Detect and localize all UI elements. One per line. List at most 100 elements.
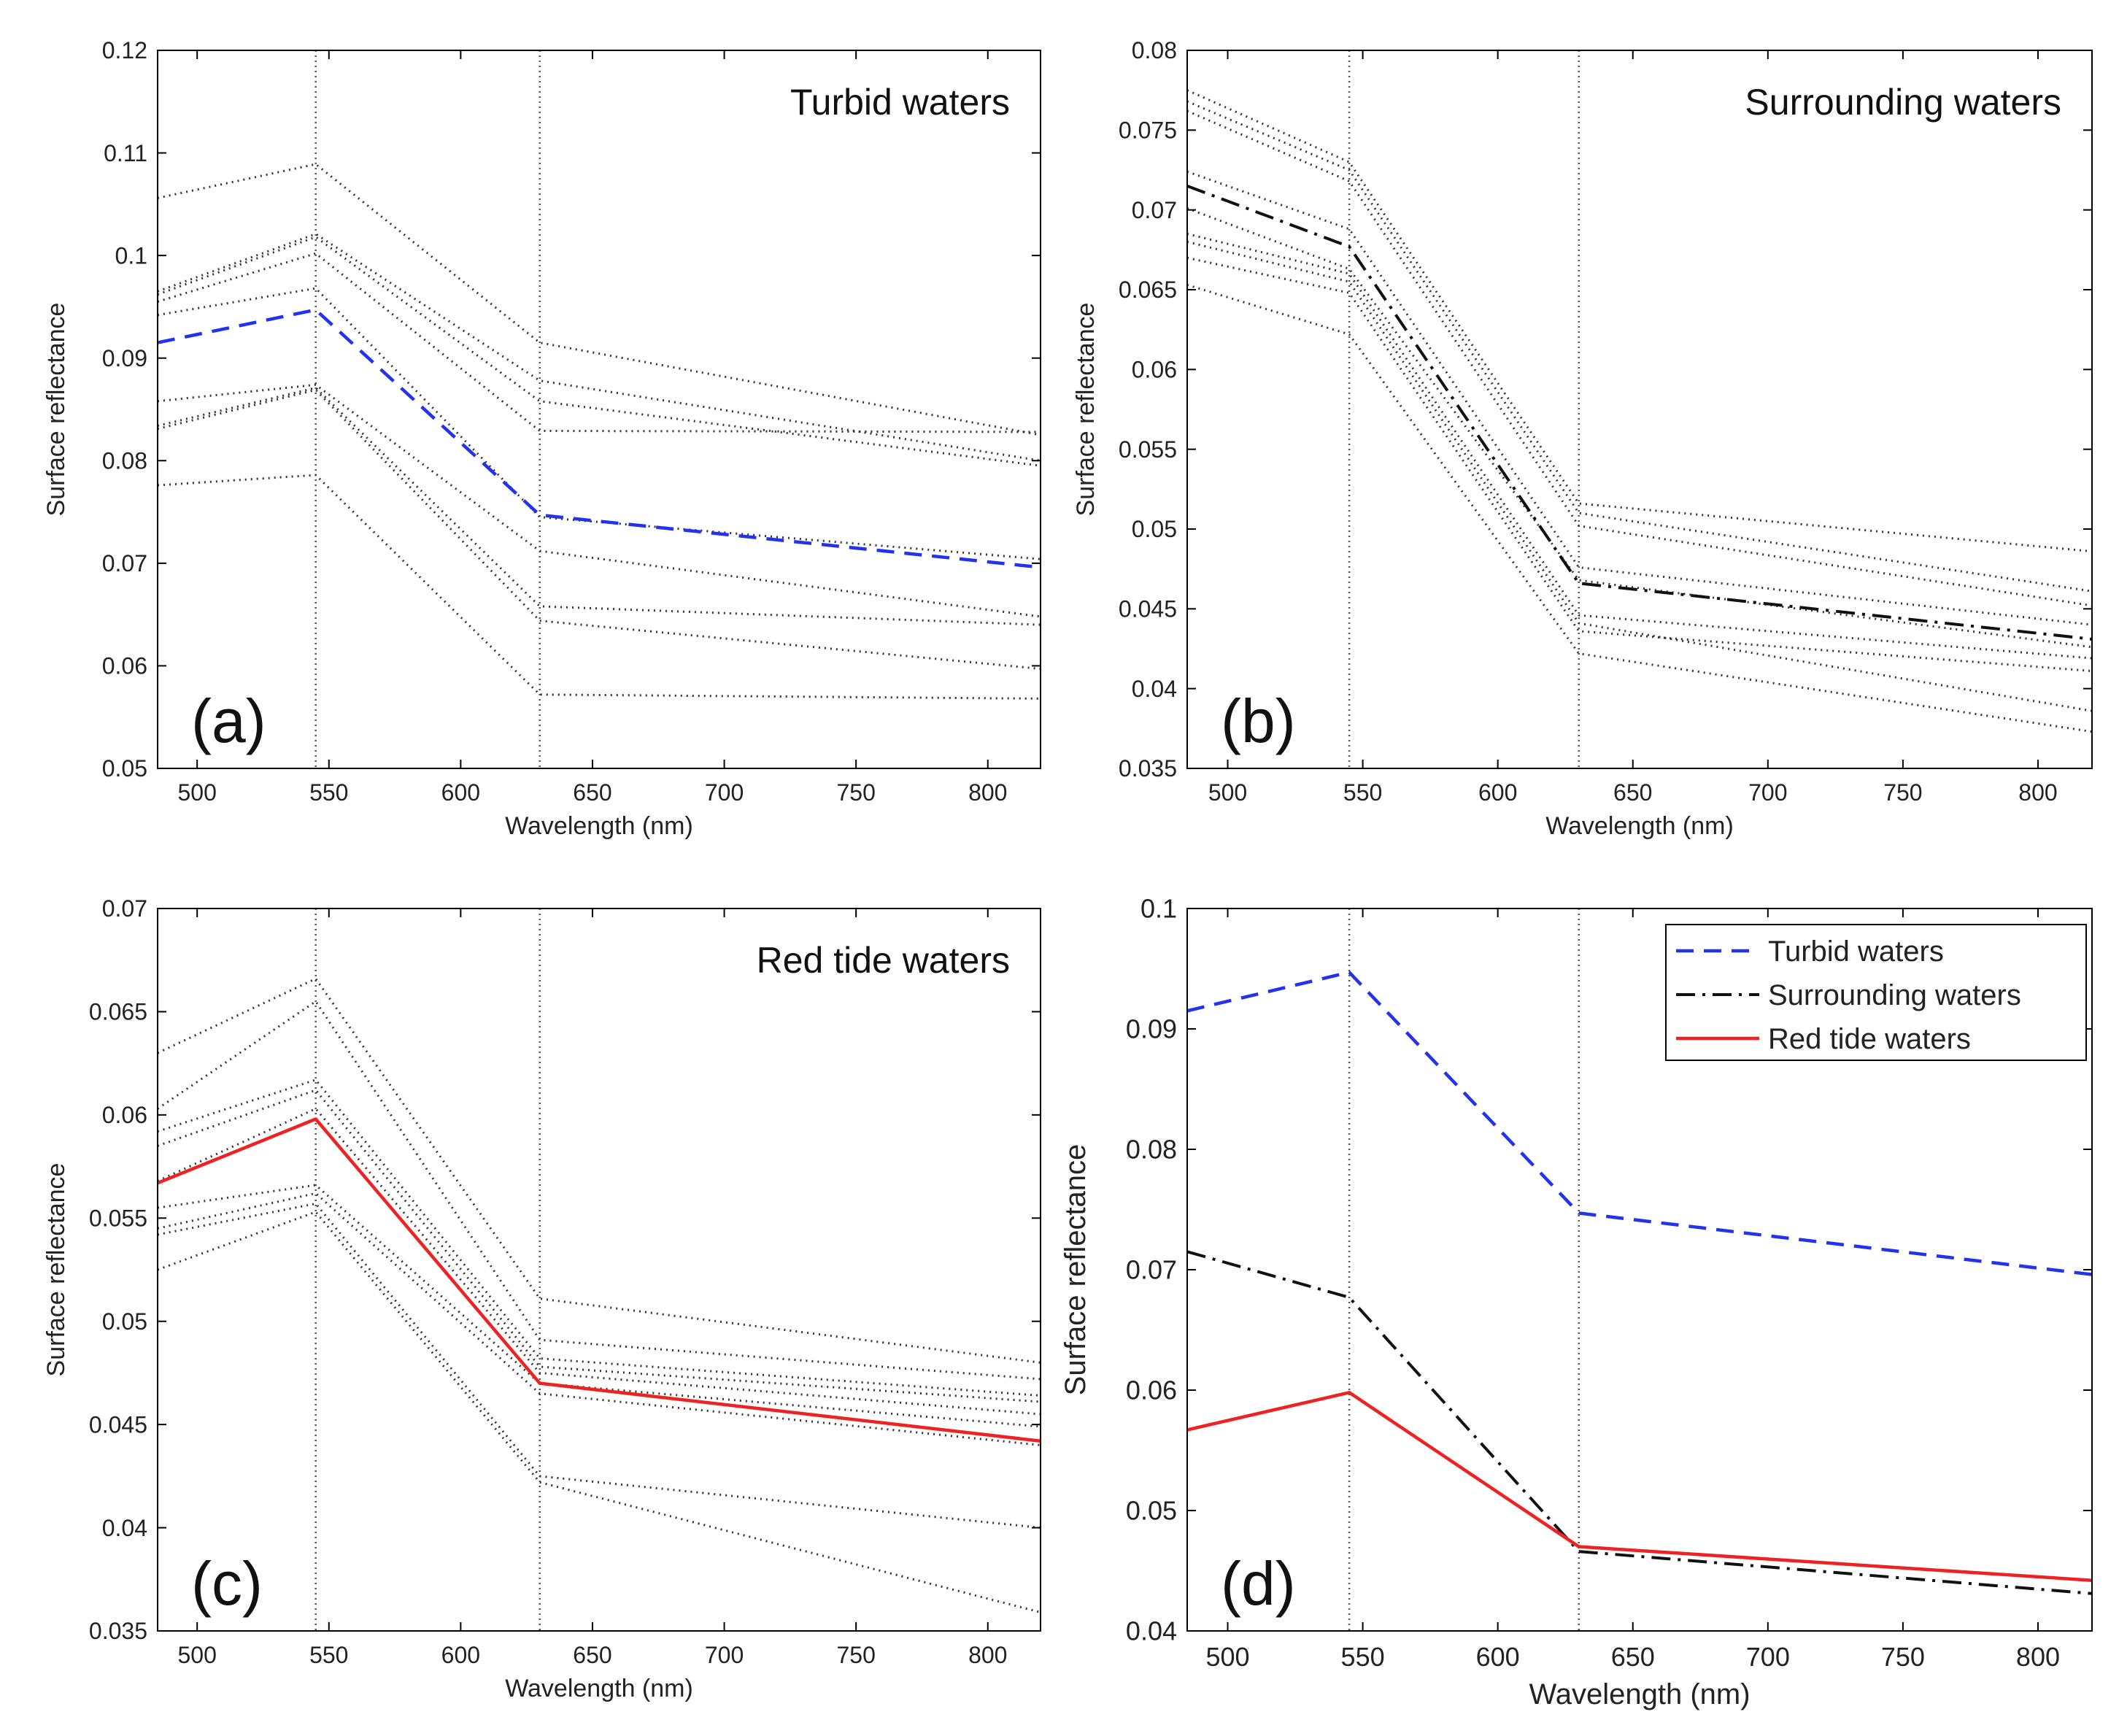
sample-line-8 [158,1203,1041,1529]
y-tick-label: 0.08 [1132,37,1177,63]
x-tick-label: 550 [1341,1642,1385,1672]
sample-line-7 [1187,240,2092,712]
x-axis-label: Wavelength (nm) [1545,812,1734,840]
sample-line-5 [1187,207,2092,649]
x-axis-label: Wavelength (nm) [505,1675,693,1702]
y-tick-label: 0.08 [1126,1135,1177,1165]
series-line-surrounding [1187,185,2092,641]
x-tick-label: 650 [573,1642,611,1668]
x-tick-label: 500 [1208,779,1247,806]
x-tick-label: 800 [2018,779,2057,806]
x-tick-label: 550 [1343,779,1382,806]
sample-line-9 [1187,283,2092,733]
sample-line-3 [158,1079,1041,1397]
x-tick-label: 500 [177,1642,216,1668]
y-tick-label: 0.07 [1126,1255,1177,1285]
panel-d: 500 550 600 650 700 750 800 0.04 0.05 0.06 0.07 0.0… [1060,894,2093,1710]
y-tick-label: 0.07 [102,550,147,576]
y-tick-label: 0.09 [1126,1014,1177,1044]
sample-line-4 [158,252,1041,433]
x-tick-label: 550 [309,1642,348,1668]
y-tick-label: 0.05 [102,755,147,782]
legend-label-turbid: Turbid waters [1768,935,1944,968]
sample-line-6 [1187,233,2092,660]
sample-line-6 [158,383,1041,618]
y-tick-label: 0.065 [1119,277,1177,303]
sample-line-2 [158,1000,1041,1381]
y-tick-label: 0.12 [102,37,147,63]
panel-a: 500 550 600 650 700 750 800 0.05 0.06 0.07 0.08 0.0… [42,37,1041,840]
y-tick-label: 0.07 [102,895,147,922]
series-line-turbid [1187,971,2092,1276]
y-tick-label: 0.08 [102,447,147,474]
series-line-surrounding [1187,1250,2092,1595]
sample-line-9 [158,474,1041,700]
x-tick-label: 650 [1613,779,1652,806]
sample-line-8 [158,388,1041,671]
y-tick-label: 0.04 [1132,676,1177,702]
x-tick-label: 500 [177,779,216,806]
sample-line-7 [158,1192,1041,1446]
series-line-redtide [1187,1391,2092,1582]
y-axis-label: Surface reflectance [42,1163,70,1377]
sample-line-9 [158,1211,1041,1613]
y-tick-label: 0.09 [102,345,147,371]
panel-tag: (a) [191,687,266,755]
x-tick-label: 750 [836,779,875,806]
sample-line-1 [158,977,1041,1364]
x-axis-label: Wavelength (nm) [1529,1678,1750,1710]
sample-line-8 [1187,256,2092,673]
y-tick-label: 0.1 [1140,894,1177,924]
plot-area-c [158,977,1041,1613]
x-tick-label: 700 [1746,1642,1790,1672]
x-tick-label: 650 [1611,1642,1655,1672]
panel-tag: (c) [191,1549,263,1618]
y-tick-label: 0.06 [102,653,147,679]
y-axis-label: Surface reflectance [42,303,70,517]
x-tick-label: 750 [1883,779,1922,806]
y-tick-label: 0.035 [89,1618,147,1644]
x-tick-label: 750 [1881,1642,1925,1672]
series-line-redtide [158,1117,1041,1443]
sample-line-4 [1187,170,2092,626]
y-tick-label: 0.055 [1119,436,1177,463]
x-tick-label: 600 [1476,1642,1520,1672]
panel-title: Turbid waters [790,82,1010,123]
x-tick-label: 600 [441,779,480,806]
y-tick-label: 0.06 [1132,357,1177,383]
y-tick-label: 0.04 [1126,1616,1177,1646]
legend-label-surrounding: Surrounding waters [1768,979,2021,1011]
y-tick-label: 0.055 [89,1205,147,1231]
y-tick-label: 0.06 [1126,1376,1177,1405]
axes-box-b [1186,50,2093,769]
sample-line-5 [158,1107,1041,1416]
x-tick-label: 500 [1205,1642,1249,1672]
x-tick-label: 800 [2016,1642,2060,1672]
panel-title: Surrounding waters [1745,82,2061,123]
y-tick-label: 0.05 [1126,1496,1177,1526]
plot-area-d [1187,971,2092,1595]
panel-b: 500 550 600 650 700 750 800 0.035 0.04 0.045 0.05 0… [1072,37,2093,840]
x-tick-label: 600 [441,1642,480,1668]
y-tick-label: 0.07 [1132,197,1177,223]
sample-line-2 [158,233,1041,462]
sample-line-7 [158,387,1041,626]
sample-line-2 [1187,100,2092,593]
y-tick-label: 0.045 [89,1411,147,1438]
panel-title: Red tide waters [757,940,1010,981]
legend: Turbid waters Surrounding waters Red tide … [1665,924,2087,1061]
x-tick-label: 750 [836,1642,875,1668]
x-tick-label: 550 [309,779,348,806]
plot-area-a [158,163,1041,700]
sample-line-4 [158,1089,1041,1403]
plot-area-b [1187,89,2092,733]
y-tick-label: 0.05 [1132,516,1177,542]
sample-line-1 [1187,89,2092,553]
sample-line-1 [158,163,1041,436]
x-tick-label: 600 [1478,779,1517,806]
y-tick-label: 0.05 [102,1308,147,1335]
y-tick-label: 0.1 [115,242,147,269]
legend-label-redtide: Red tide waters [1768,1023,1971,1055]
axes-box-c [157,908,1041,1632]
y-tick-label: 0.065 [89,999,147,1025]
